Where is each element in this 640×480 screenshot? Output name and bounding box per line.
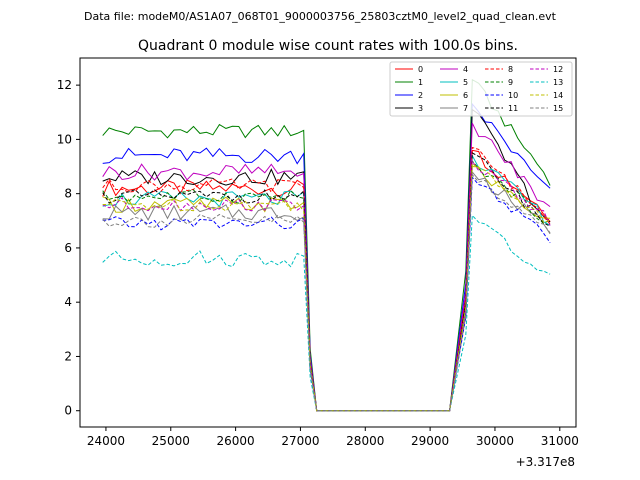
y-tick-label: 4 bbox=[64, 295, 72, 309]
x-tick-label: 29000 bbox=[411, 434, 449, 448]
series-line-6 bbox=[102, 165, 551, 412]
x-tick-label: 27000 bbox=[281, 434, 319, 448]
series-line-12 bbox=[102, 159, 551, 412]
y-tick-label: 0 bbox=[64, 404, 72, 418]
legend-label-3: 3 bbox=[418, 104, 423, 113]
series-line-13 bbox=[102, 214, 551, 412]
series-line-0 bbox=[102, 149, 551, 412]
legend-label-12: 12 bbox=[553, 65, 563, 74]
legend-label-1: 1 bbox=[418, 78, 423, 87]
legend-label-11: 11 bbox=[508, 104, 518, 113]
x-offset-label: +3.317e8 bbox=[516, 455, 575, 469]
chart-title: Quadrant 0 module wise count rates with … bbox=[138, 38, 518, 54]
legend-box bbox=[389, 61, 573, 117]
series-line-2 bbox=[102, 102, 551, 412]
legend-label-14: 14 bbox=[553, 91, 563, 100]
x-axis: 24000 25000 26000 27000 28000 29000 30000 31000 bbox=[87, 427, 579, 448]
series-line-10 bbox=[102, 176, 551, 412]
plot-frame bbox=[79, 57, 577, 428]
plot-series-group bbox=[102, 78, 551, 412]
legend-label-15: 15 bbox=[553, 104, 563, 113]
x-tick-label: 25000 bbox=[152, 434, 190, 448]
series-line-11 bbox=[102, 152, 551, 412]
figure-suptitle: Data file: modeM0/AS1A07_068T01_90000037… bbox=[84, 10, 557, 23]
y-tick-label: 2 bbox=[64, 349, 72, 363]
legend-label-4: 4 bbox=[463, 65, 468, 74]
series-line-8 bbox=[102, 146, 551, 412]
legend-label-0: 0 bbox=[418, 65, 423, 74]
x-tick-label: 26000 bbox=[217, 434, 255, 448]
series-line-4 bbox=[102, 122, 551, 412]
legend-label-13: 13 bbox=[553, 78, 563, 87]
y-axis: 0 2 4 6 8 10 12 bbox=[57, 78, 80, 418]
x-tick-label: 28000 bbox=[346, 434, 384, 448]
series-line-5 bbox=[102, 153, 551, 412]
series-line-9 bbox=[102, 159, 551, 412]
series-line-1 bbox=[102, 78, 551, 412]
series-line-3 bbox=[102, 108, 551, 412]
legend-label-9: 9 bbox=[508, 78, 513, 87]
legend-label-7: 7 bbox=[463, 104, 468, 113]
series-line-15 bbox=[102, 173, 551, 412]
y-tick-label: 12 bbox=[57, 78, 72, 92]
legend-label-2: 2 bbox=[418, 91, 423, 100]
y-tick-label: 8 bbox=[64, 187, 72, 201]
series-line-7 bbox=[102, 170, 551, 412]
x-tick-label: 24000 bbox=[87, 434, 125, 448]
x-tick-label: 30000 bbox=[476, 434, 514, 448]
y-tick-label: 10 bbox=[57, 132, 72, 146]
legend-label-6: 6 bbox=[463, 91, 468, 100]
x-tick-label: 31000 bbox=[541, 434, 579, 448]
legend-label-10: 10 bbox=[508, 91, 518, 100]
y-tick-label: 6 bbox=[64, 241, 72, 255]
legend-label-8: 8 bbox=[508, 65, 513, 74]
legend-label-5: 5 bbox=[463, 78, 468, 87]
series-line-14 bbox=[102, 162, 551, 412]
